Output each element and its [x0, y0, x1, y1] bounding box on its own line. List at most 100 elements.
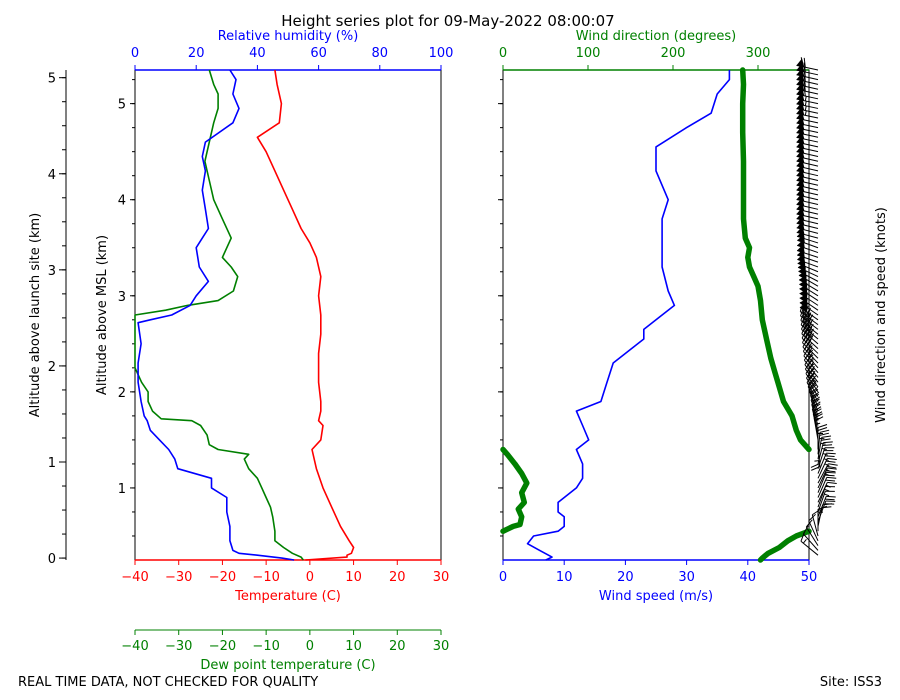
barb-flag: [801, 324, 807, 334]
msl-altitude-label: Altitude above MSL (km): [95, 235, 110, 395]
barb-half-flag: [804, 105, 807, 111]
barb-flag: [825, 455, 835, 458]
barb-shaft: [805, 526, 819, 546]
dewpoint-tick-label: −20: [209, 639, 236, 654]
humidity-axis-label: Relative humidity (%): [218, 29, 359, 44]
wind-barb: [801, 324, 819, 349]
barb-flag: [802, 313, 807, 323]
outer-tick-label: 0: [48, 552, 56, 567]
barb-shaft: [801, 333, 819, 349]
dewpoint-tick-label: 0: [306, 639, 314, 654]
launch-site-altitude-label: Altitude above launch site (km): [28, 213, 43, 417]
thermo-panel: −40 −30 −20 −10 0 10 20 30 −40 −30 −20 −10 0 10 20 30 0 2…: [118, 46, 454, 654]
barb-flag: [800, 315, 806, 326]
barb-flag: [803, 57, 806, 68]
barb-flag: [811, 466, 821, 471]
barb-shaft: [796, 93, 819, 100]
barb-shaft: [817, 472, 827, 493]
barb-shaft: [811, 408, 819, 431]
wind-speed-tick-label: 50: [801, 570, 818, 585]
wind-barb: [808, 513, 819, 541]
barb-flag: [800, 57, 803, 67]
barb-shaft: [800, 540, 819, 556]
barb-flag: [819, 432, 829, 436]
barb-flag: [807, 326, 813, 336]
barb-shaft: [802, 346, 819, 364]
barb-half-flag: [802, 538, 807, 544]
barb-half-flag: [809, 328, 814, 333]
barb-shaft: [801, 328, 819, 345]
barb-flag: [821, 435, 832, 438]
barb-half-flag: [824, 463, 830, 467]
barb-shaft: [811, 514, 819, 537]
launch-site-altitude-axis: 0 1 2 3 4 5: [48, 70, 67, 567]
barb-shaft: [798, 274, 819, 287]
barb-flag: [803, 326, 809, 336]
barb-shaft: [807, 386, 819, 407]
outer-tick-label: 3: [48, 264, 56, 279]
barb-half-flag: [804, 110, 807, 116]
barb-half-flag: [821, 447, 827, 451]
barb-half-flag: [810, 333, 815, 338]
barb-flag: [827, 457, 837, 460]
thermo-axes: −40 −30 −20 −10 0 10 20 30 −40 −30 −20 −10 0 10 20 30 0 2…: [118, 46, 454, 654]
wind-barb: [817, 471, 836, 493]
barb-flag: [807, 356, 814, 366]
barb-flag: [817, 427, 828, 431]
wind-barb: [802, 525, 819, 551]
wind-barb: [800, 311, 819, 335]
dewpoint-axis-label: Dew point temperature (C): [200, 658, 375, 673]
temperature-line: [256, 69, 355, 561]
temperature-tick-label: −20: [209, 570, 236, 585]
barb-shaft: [800, 320, 819, 335]
wind-barb: [817, 476, 837, 498]
wind-speed-tick-label: 30: [678, 570, 695, 585]
barb-flag: [826, 471, 836, 474]
barb-half-flag: [808, 349, 814, 354]
barb-half-flag: [810, 389, 816, 393]
barb-flag: [805, 319, 810, 329]
wind-barb: [817, 500, 836, 522]
barb-shaft: [810, 399, 819, 421]
barb-shaft: [808, 520, 819, 541]
temperature-tick-label: −10: [252, 570, 279, 585]
barb-shaft: [796, 151, 819, 157]
barb-shaft: [799, 297, 819, 311]
barb-shaft: [796, 136, 819, 143]
wind-barb: [817, 490, 835, 513]
wind-barb: [817, 481, 837, 503]
barb-flag: [827, 467, 837, 470]
barb-shaft: [817, 496, 827, 517]
barb-shaft: [800, 324, 819, 340]
humidity-tick-label: 40: [249, 46, 266, 61]
barb-shaft: [817, 477, 828, 498]
barb-half-flag: [820, 442, 826, 445]
wind-barbs-column: [796, 57, 838, 556]
barb-flag: [802, 317, 808, 327]
barb-shaft: [802, 342, 819, 359]
thermo-series: [134, 69, 355, 561]
relative-humidity-line: [137, 69, 295, 561]
thermo-frame: [134, 69, 442, 561]
outer-tick-label: 2: [48, 360, 56, 375]
barb-flag: [805, 324, 811, 334]
barb-flag: [807, 330, 813, 341]
barb-flag: [806, 347, 813, 357]
barb-flag: [803, 322, 808, 332]
barb-half-flag: [804, 95, 807, 102]
barb-shaft: [817, 447, 826, 469]
barb-shaft: [803, 351, 819, 369]
barb-half-flag: [825, 484, 831, 488]
wind-direction-tick-label: 100: [576, 46, 601, 61]
wind-axes: 0 10 20 30 40 50 0 100 200 300: [498, 46, 817, 585]
barb-shaft: [803, 533, 819, 551]
dewpoint-tick-label: −10: [252, 639, 279, 654]
wind-series: [500, 67, 812, 563]
wind-direction-line: [500, 446, 530, 534]
barb-flag: [800, 320, 806, 330]
wind-direction-axis-label: Wind direction (degrees): [576, 29, 736, 44]
wind-speed-axis-label: Wind speed (m/s): [599, 589, 713, 604]
barb-shaft: [801, 337, 819, 354]
barb-shaft: [799, 292, 819, 306]
humidity-tick-label: 20: [188, 46, 205, 61]
